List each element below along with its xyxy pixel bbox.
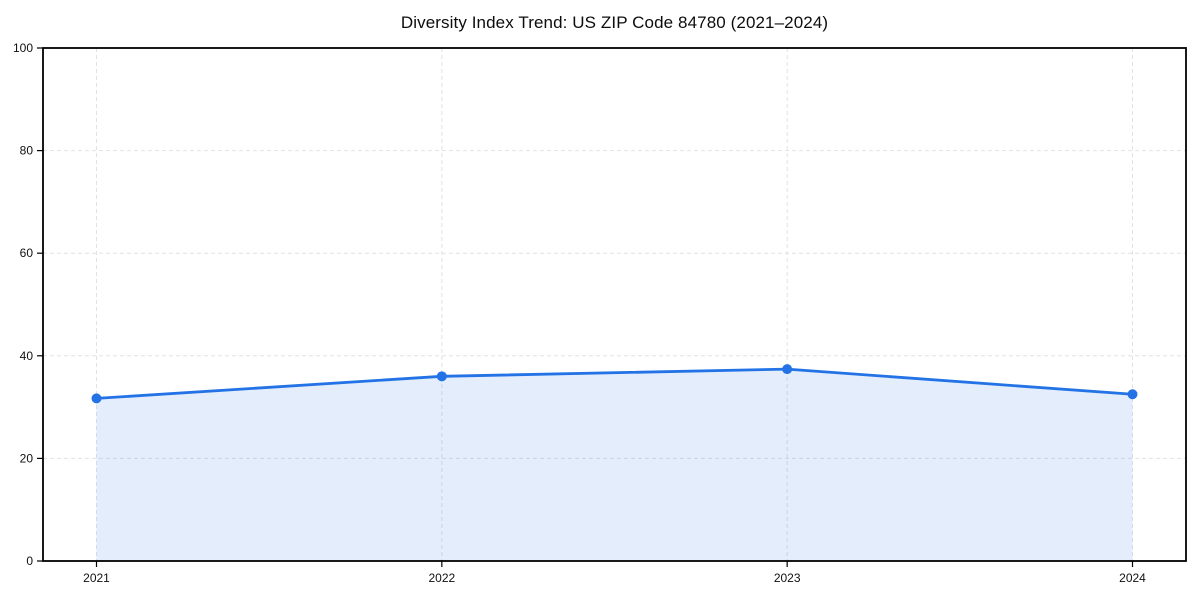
data-point	[436, 371, 447, 382]
y-tick-label: 60	[20, 246, 34, 260]
x-tick-label: 2024	[1119, 571, 1146, 585]
plot-border	[42, 47, 1187, 562]
data-point	[1127, 389, 1138, 400]
data-point	[91, 393, 102, 404]
y-tick-label: 0	[26, 554, 33, 568]
x-tick-label: 2021	[83, 571, 110, 585]
area-fill	[96, 369, 1133, 561]
y-tick-label: 80	[20, 144, 34, 158]
trend-line	[95, 367, 1134, 400]
x-tick-label: 2022	[428, 571, 455, 585]
y-tick-label: 40	[20, 349, 34, 363]
data-point	[782, 364, 793, 375]
chart-title: Diversity Index Trend: US ZIP Code 84780…	[400, 13, 829, 32]
y-tick-label: 100	[13, 41, 33, 55]
x-tick-label: 2023	[774, 571, 801, 585]
y-tick-label: 20	[20, 451, 34, 465]
